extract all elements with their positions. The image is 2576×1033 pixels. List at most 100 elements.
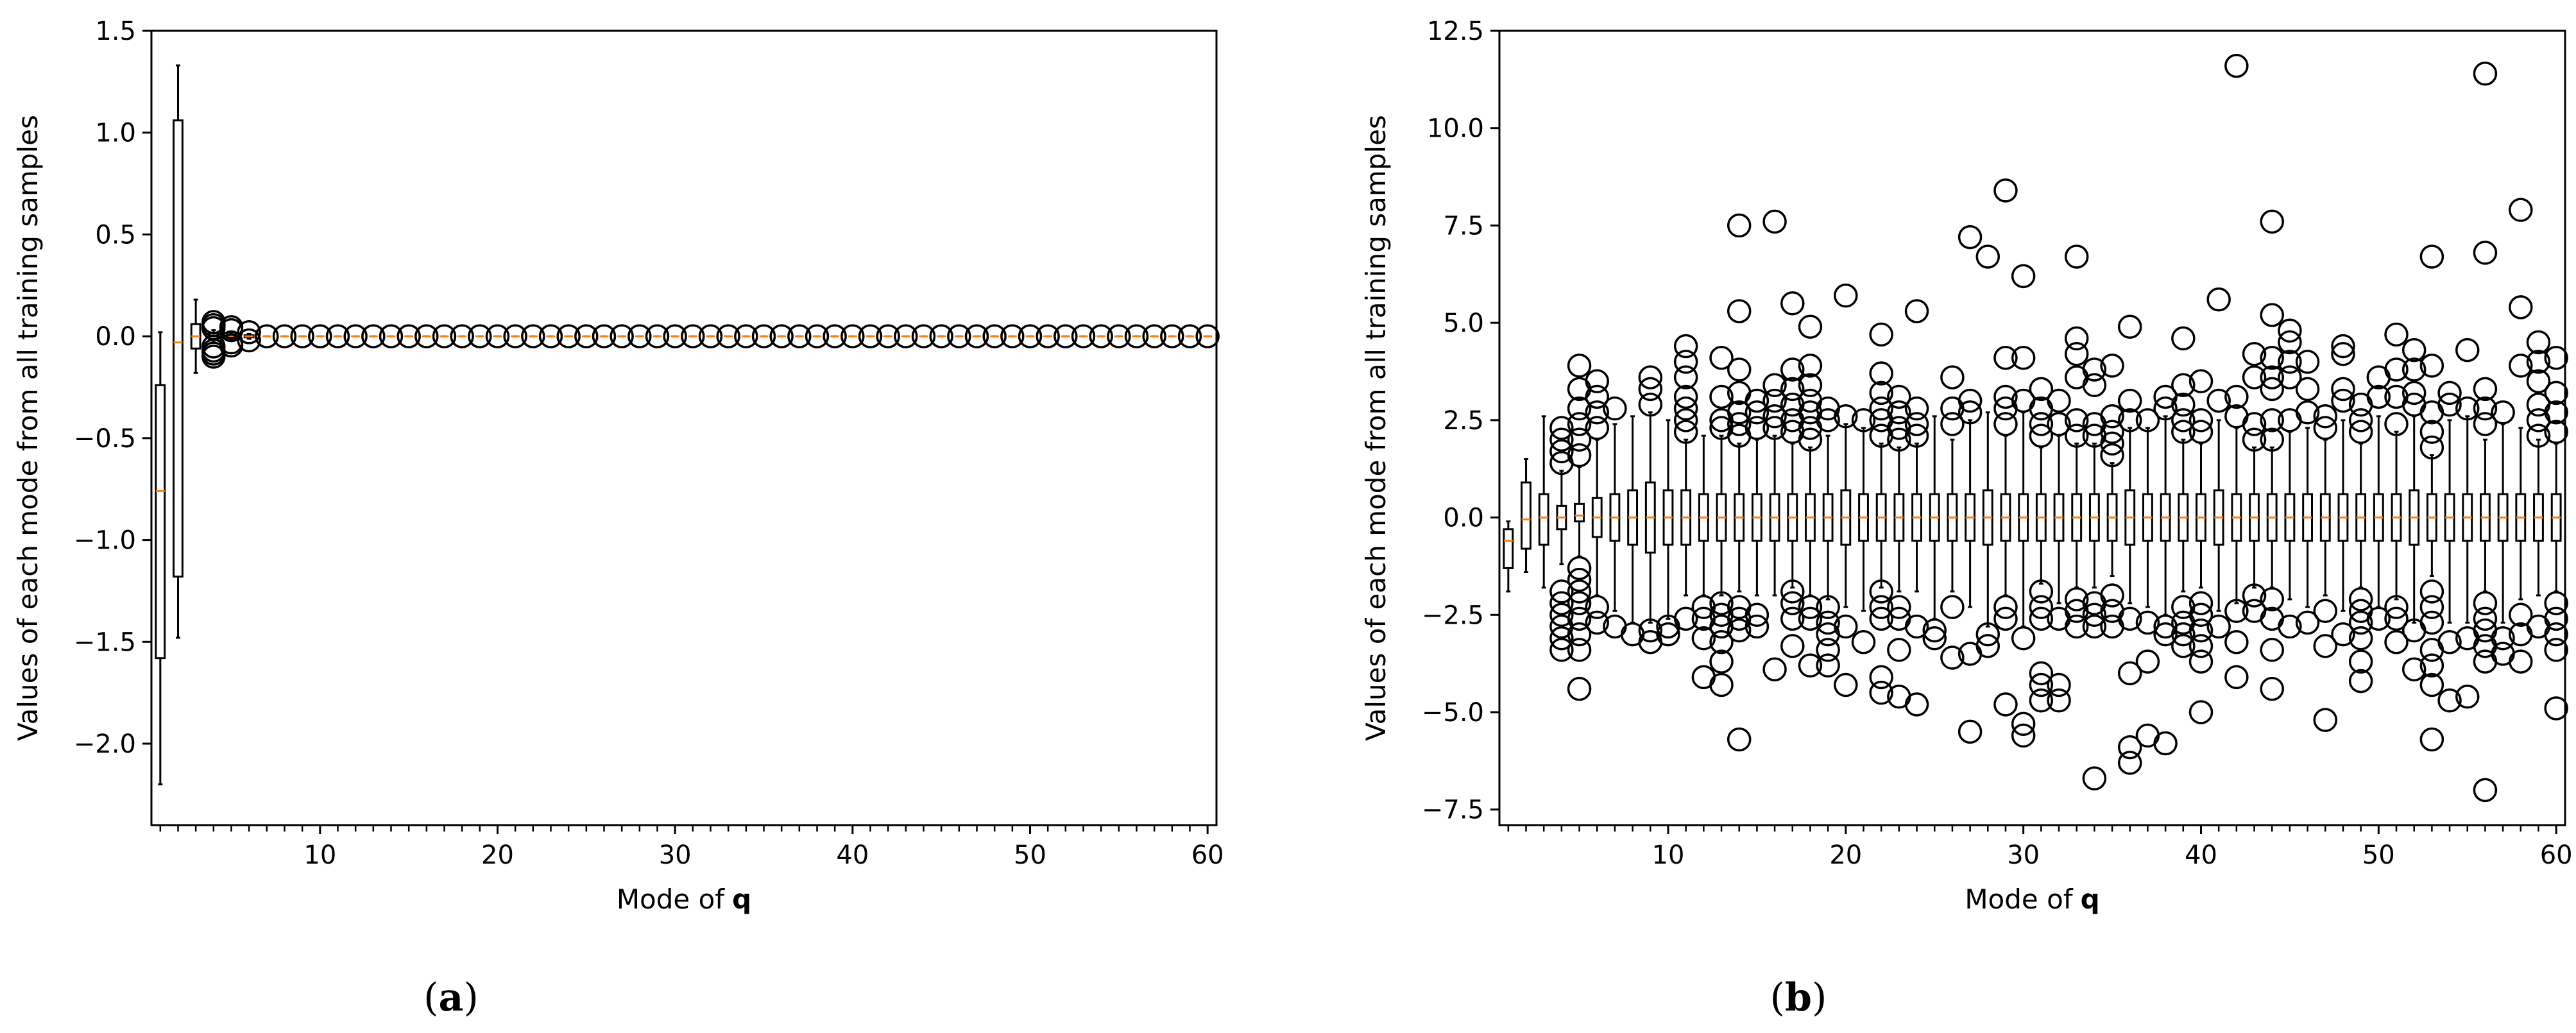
flier-point — [2171, 326, 2196, 351]
flier-point — [2082, 766, 2107, 790]
box-mode-4 — [1549, 416, 1574, 662]
flier-point — [2135, 610, 2160, 635]
flier-point — [1549, 579, 1574, 604]
flier-point — [2384, 595, 2409, 619]
flier-point — [2171, 420, 2196, 444]
flier-point — [2544, 420, 2568, 444]
box-mode-33 — [2064, 244, 2089, 639]
flier-point — [503, 324, 527, 348]
flier-point — [1673, 365, 1698, 389]
flier-point — [2419, 595, 2444, 619]
panel-caption: (b) — [1770, 975, 1827, 1020]
box-mode-21 — [1851, 408, 1876, 654]
flier-point — [2473, 591, 2498, 615]
flier-point — [2366, 384, 2391, 409]
flier-point — [2171, 622, 2196, 647]
flier-point — [1142, 324, 1166, 348]
flier-point — [1160, 324, 1184, 348]
box-marks — [155, 64, 1220, 786]
flier-point — [343, 324, 368, 348]
flier-point — [1549, 638, 1574, 662]
flier-point — [1549, 416, 1574, 440]
flier-point — [1727, 412, 1752, 436]
box-mode-22 — [1869, 322, 1893, 705]
flier-point — [681, 324, 705, 348]
flier-point — [1585, 384, 1610, 409]
flier-point — [1567, 427, 1592, 452]
box-mode-5 — [219, 315, 244, 358]
y-axis-label: Values of each mode from all training sa… — [1360, 115, 1392, 741]
flier-point — [1958, 719, 1983, 744]
flier-point — [2171, 634, 2196, 658]
y-tick-label: −7.5 — [1422, 796, 1484, 825]
y-tick-label: 0.5 — [95, 220, 136, 250]
flier-point — [2260, 427, 2284, 452]
flier-point — [1904, 299, 1929, 323]
box-mode-43 — [2242, 341, 2267, 623]
flier-point — [2295, 400, 2320, 425]
box-mode-31 — [2029, 377, 2054, 713]
flier-point — [698, 324, 723, 348]
box-mode-56 — [1124, 324, 1149, 348]
flier-point — [1993, 692, 2018, 717]
x-tick-label: 30 — [2007, 841, 2040, 870]
flier-point — [2278, 350, 2302, 374]
flier-point — [1958, 388, 1983, 413]
flier-point — [1940, 412, 1965, 436]
box-mode-55 — [2455, 337, 2480, 709]
flier-point — [2224, 599, 2249, 623]
flier-point — [2188, 649, 2213, 674]
box-mode-52 — [1053, 324, 1078, 348]
flier-point — [2401, 657, 2427, 682]
box-mode-32 — [698, 324, 723, 348]
flier-point — [823, 324, 847, 348]
flier-point — [1993, 384, 2018, 409]
flier-point — [2331, 388, 2355, 413]
box-mode-57 — [1142, 324, 1166, 348]
flier-point — [1567, 396, 1592, 421]
flier-point — [1071, 324, 1096, 348]
flier-point — [219, 315, 244, 339]
flier-point — [2455, 396, 2480, 421]
flier-point — [2419, 244, 2444, 269]
flier-point — [1762, 657, 1787, 682]
flier-point — [2419, 653, 2444, 678]
y-tick-label: −1.5 — [74, 627, 136, 657]
flier-point — [2473, 396, 2498, 421]
box-mode-20 — [1834, 283, 1858, 697]
flier-point — [2100, 431, 2124, 456]
flier-point — [1834, 283, 1858, 308]
box-mode-37 — [2135, 408, 2160, 748]
flier-point — [2331, 377, 2355, 402]
flier-point — [2206, 388, 2231, 413]
flier-point — [2011, 346, 2036, 370]
flier-point — [2313, 404, 2338, 429]
flier-point — [2242, 427, 2267, 452]
flier-point — [1567, 556, 1592, 581]
flier-point — [2047, 672, 2071, 697]
box-iqr — [173, 119, 183, 578]
flier-point — [1887, 638, 1911, 662]
flier-point — [2100, 443, 2124, 468]
box-mode-8 — [272, 324, 297, 348]
flier-point — [858, 324, 883, 348]
flier-point — [1089, 324, 1113, 348]
box-mode-34 — [734, 324, 758, 348]
flier-point — [2348, 420, 2373, 444]
chart-panel-a: 10 20 30 40 50 60 −2.0 −1.5 −1.0 −0.5 0.0 0.5 1.0 1.5… — [12, 17, 1224, 1020]
box-mode-41 — [2206, 287, 2231, 639]
flier-point — [361, 324, 386, 348]
flier-point — [1673, 396, 1698, 421]
flier-point — [2260, 209, 2284, 234]
flier-point — [2118, 408, 2142, 432]
flier-point — [1567, 638, 1592, 662]
flier-point — [2348, 669, 2373, 694]
box-mode-49 — [1000, 324, 1025, 348]
y-tick-label: −0.5 — [74, 424, 136, 454]
flier-point — [432, 324, 457, 348]
flier-point — [1904, 412, 1929, 436]
flier-point — [1816, 638, 1840, 662]
box-mode-35 — [751, 324, 776, 348]
flier-point — [2188, 634, 2213, 658]
flier-point — [2384, 606, 2409, 631]
